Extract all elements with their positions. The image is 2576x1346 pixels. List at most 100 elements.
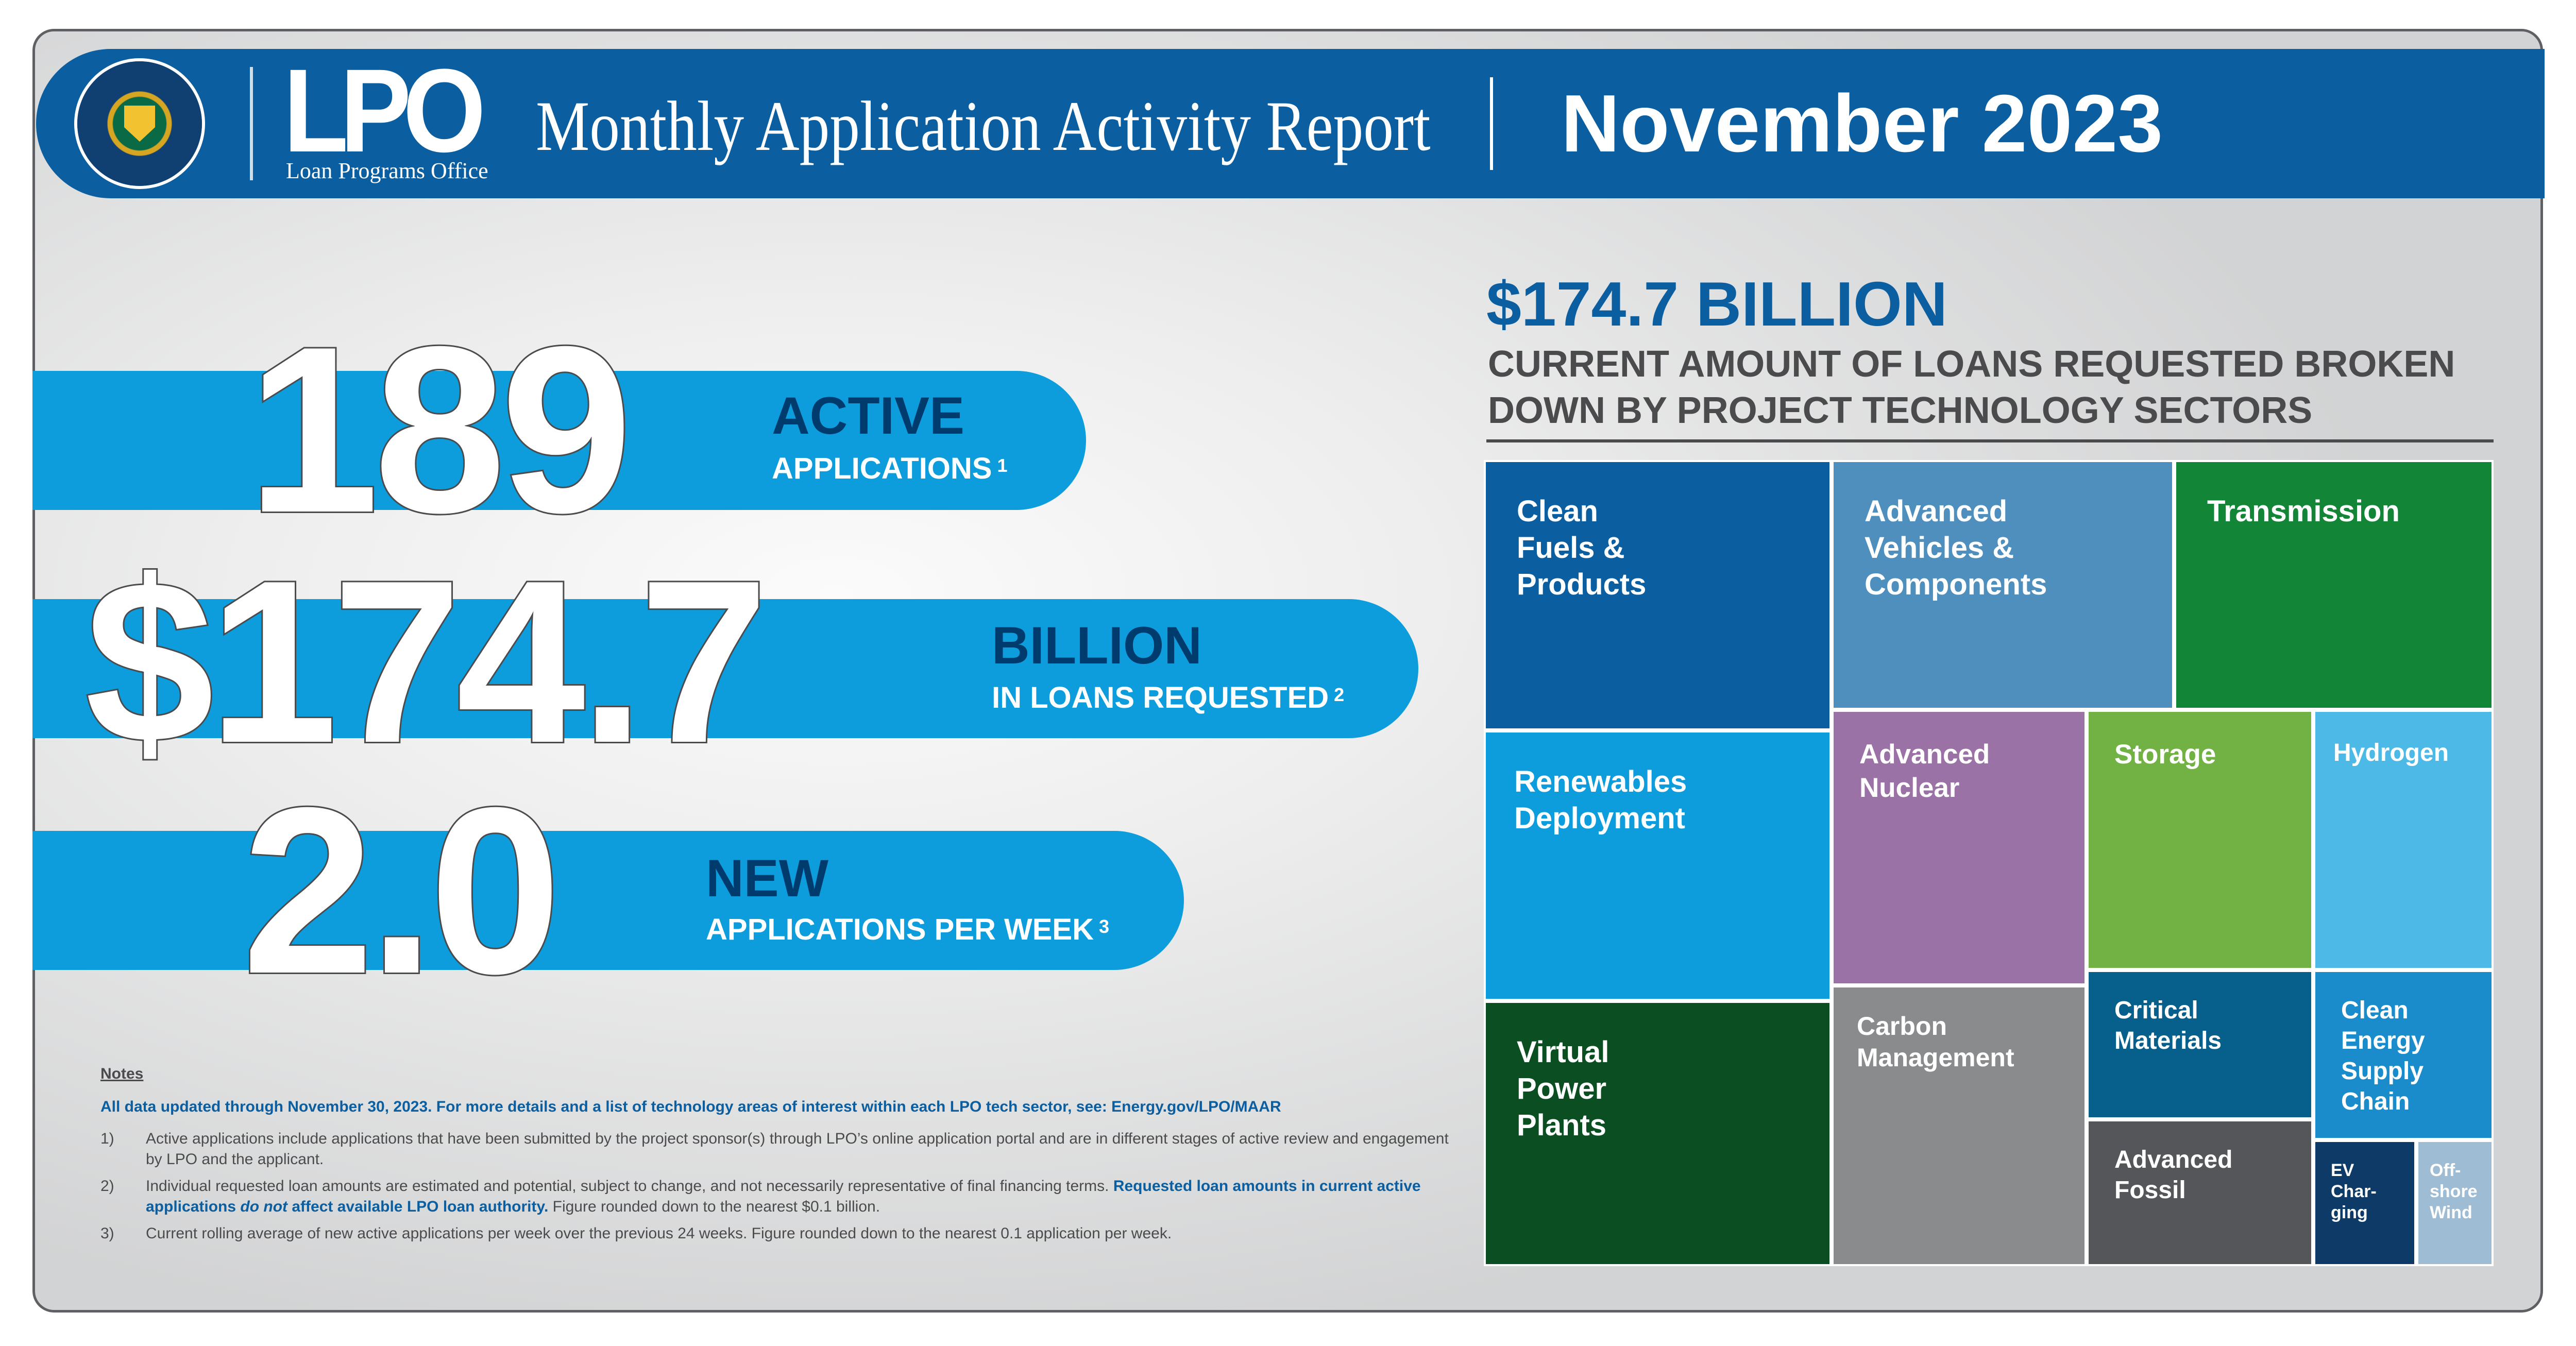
sector-label-line: Carbon [1857, 1012, 1947, 1041]
sector-cell: Storage [2087, 710, 2313, 970]
sector-label: Carbon Management [1857, 1011, 2014, 1074]
lpo-logo: LPO [283, 44, 486, 177]
footnote-ref: 2 [1334, 684, 1345, 705]
sector-label-line: Critical [2114, 997, 2198, 1024]
sector-label: Advanced Nuclear [1859, 738, 1990, 805]
sector-label-line: Transmission [2207, 495, 2400, 528]
sector-cell: Clean Energy Supply Chain [2313, 970, 2494, 1140]
note-number: 2) [100, 1178, 114, 1195]
sector-cell: Clean Fuels & Products [1484, 460, 1832, 730]
sector-label-line: Power [1517, 1072, 1607, 1105]
sector-treemap: Clean Fuels & Products Advanced Vehicles & Co… [1484, 460, 2494, 1266]
sector-cell: Virtual Power Plants [1484, 1001, 1832, 1266]
breakdown-total: $174.7 BILLION [1486, 269, 1947, 339]
sector-cell: Hydrogen [2313, 710, 2494, 970]
sector-label: Clean Fuels & Products [1517, 493, 1646, 603]
stat-pill-new [32, 831, 1184, 970]
sector-cell: Off-shore Wind [2416, 1140, 2494, 1266]
sector-label-line: Char- [2331, 1182, 2377, 1201]
report-title: Monthly Application Activity Report [536, 87, 1431, 165]
stat-value-loans: $174.7 [83, 533, 770, 791]
sector-label: Transmission [2207, 493, 2400, 530]
header-divider [250, 67, 253, 180]
sector-label-line: shore [2430, 1182, 2478, 1201]
note-text: Active applications include applications… [146, 1130, 1449, 1168]
note-highlight: affect available LPO loan authority. [292, 1198, 549, 1215]
sector-label: Hydrogen [2333, 738, 2449, 768]
footnote-ref: 3 [1098, 916, 1110, 937]
sector-label-line: Materials [2114, 1027, 2222, 1054]
note-item: 2) Individual requested loan amounts are… [100, 1176, 1450, 1217]
sector-cell: Transmission [2174, 460, 2494, 710]
sector-label-line: Management [1857, 1043, 2014, 1072]
sector-label-line: Clean [1517, 495, 1598, 528]
sector-label: Advanced Fossil [2114, 1145, 2232, 1205]
note-item: 1) Active applications include applicati… [100, 1129, 1450, 1170]
note-emphasis: do not [240, 1198, 288, 1215]
sector-label: Virtual Power Plants [1517, 1034, 1609, 1144]
header-divider [1490, 77, 1493, 170]
sector-cell: EV Char-ging [2313, 1140, 2416, 1266]
sector-label-line: Fossil [2114, 1177, 2186, 1204]
sector-label-line: Wind [2430, 1203, 2472, 1222]
sector-label-line: Products [1517, 568, 1647, 601]
sector-label-line: Clean [2341, 997, 2409, 1024]
sector-label: Clean Energy Supply Chain [2341, 995, 2425, 1117]
stat-label-loans: IN LOANS REQUESTED 2 [992, 681, 1345, 714]
sector-label-line: Nuclear [1859, 773, 1960, 803]
sector-label: Storage [2114, 738, 2216, 771]
sector-label-line: Deployment [1514, 802, 1685, 835]
sector-label-line: Supply [2341, 1058, 2424, 1085]
sector-label-line: Plants [1517, 1109, 1607, 1142]
sector-label-line: Renewables [1514, 765, 1687, 798]
note-text: Figure rounded down to the nearest $0.1 … [552, 1198, 880, 1215]
sector-cell: Advanced Vehicles & Components [1832, 460, 2174, 710]
sector-label-line: Fuels & [1517, 531, 1625, 565]
stat-heading-new: NEW [706, 849, 828, 908]
footnote-ref: 1 [997, 455, 1008, 476]
sector-label-line: Chain [2341, 1088, 2410, 1115]
note-text: Individual requested loan amounts are es… [146, 1178, 1109, 1195]
sector-label-line: Off- [2430, 1161, 2461, 1180]
breakdown-subtitle: CURRENT AMOUNT OF LOANS REQUESTED BROKEN… [1488, 344, 2455, 431]
note-number: 1) [100, 1130, 114, 1147]
note-text: Current rolling average of new active ap… [146, 1225, 1172, 1242]
report-date: November 2023 [1561, 78, 2163, 169]
doe-seal-icon [77, 61, 202, 186]
stat-heading-active: ACTIVE [772, 386, 965, 445]
sector-label-line: Storage [2114, 739, 2216, 770]
breakdown-divider [1486, 439, 2494, 442]
stat-value-new: 2.0 [241, 759, 563, 1023]
stat-pill-active [32, 371, 1086, 510]
stat-value-active: 189 [246, 298, 634, 562]
sector-label: Advanced Vehicles & Components [1865, 493, 2047, 603]
note-number: 3) [100, 1225, 114, 1242]
note-item: 3) Current rolling average of new active… [100, 1223, 1450, 1244]
sector-label-line: Components [1865, 568, 2047, 601]
sector-label: Critical Materials [2114, 995, 2222, 1056]
sector-label-line: Advanced [1859, 739, 1990, 770]
sector-label-line: Advanced [1865, 495, 2008, 528]
sector-label-line: EV [2331, 1161, 2354, 1180]
header-banner: LPO Loan Programs Office Monthly Applica… [36, 49, 2545, 198]
sector-label-line: Virtual [1517, 1035, 1609, 1069]
stat-heading-loans: BILLION [992, 616, 1202, 675]
sector-cell: Critical Materials [2087, 970, 2313, 1119]
sector-cell: Advanced Nuclear [1832, 710, 2087, 985]
notes-title: Notes [100, 1065, 144, 1082]
stat-label-active: APPLICATIONS 1 [772, 452, 1008, 485]
sector-label: EV Char-ging [2331, 1160, 2377, 1223]
sector-label-line: Hydrogen [2333, 739, 2449, 766]
sector-label: Off-shore Wind [2430, 1160, 2478, 1223]
stat-pill-loans [32, 599, 1418, 738]
lpo-logo-subtitle: Loan Programs Office [286, 158, 488, 183]
sector-label-line: Advanced [2114, 1146, 2233, 1173]
sector-cell: Carbon Management [1832, 985, 2087, 1266]
seal-shield-icon [124, 106, 155, 142]
sector-cell: Renewables Deployment [1484, 730, 1832, 1001]
notes-lead: All data updated through November 30, 20… [100, 1098, 1281, 1115]
sector-label-line: ging [2331, 1203, 2368, 1222]
sector-label-line: Energy [2341, 1027, 2425, 1054]
note-highlight: Requested loan amounts in current active… [146, 1178, 1421, 1215]
stat-label-new: APPLICATIONS PER WEEK 3 [706, 913, 1110, 946]
